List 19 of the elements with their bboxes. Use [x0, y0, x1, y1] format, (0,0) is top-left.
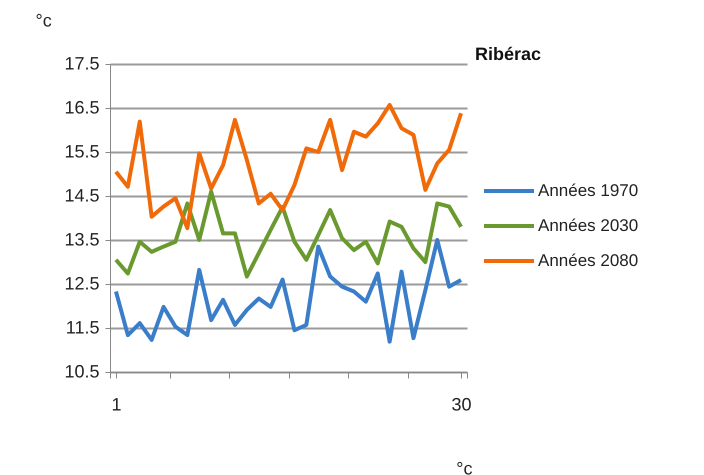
x-tick-label: 1: [111, 394, 122, 414]
y-tick-label: 17.5: [64, 54, 100, 74]
y-tick-label: 16.5: [64, 98, 100, 118]
y-tick-label: 11.5: [66, 318, 100, 338]
line-series: [114, 102, 464, 230]
legend-label: Années 1970: [538, 181, 638, 200]
line-series: [114, 190, 464, 279]
y-axis-title: °c: [36, 10, 52, 30]
y-tick-label: 12.5: [64, 274, 100, 294]
legend-label: Années 2080: [538, 251, 638, 270]
x-tick-label: 30: [452, 394, 472, 414]
x-axis-title: °c: [456, 458, 472, 475]
y-tick-label: 15.5: [64, 142, 100, 162]
y-tick-label: 13.5: [64, 230, 100, 250]
y-tick-label: 10.5: [64, 362, 100, 382]
text: Ribérac: [475, 44, 542, 64]
line-series: [114, 238, 464, 344]
y-tick-label: 14.5: [64, 186, 100, 206]
legend-label: Années 2030: [538, 216, 638, 235]
